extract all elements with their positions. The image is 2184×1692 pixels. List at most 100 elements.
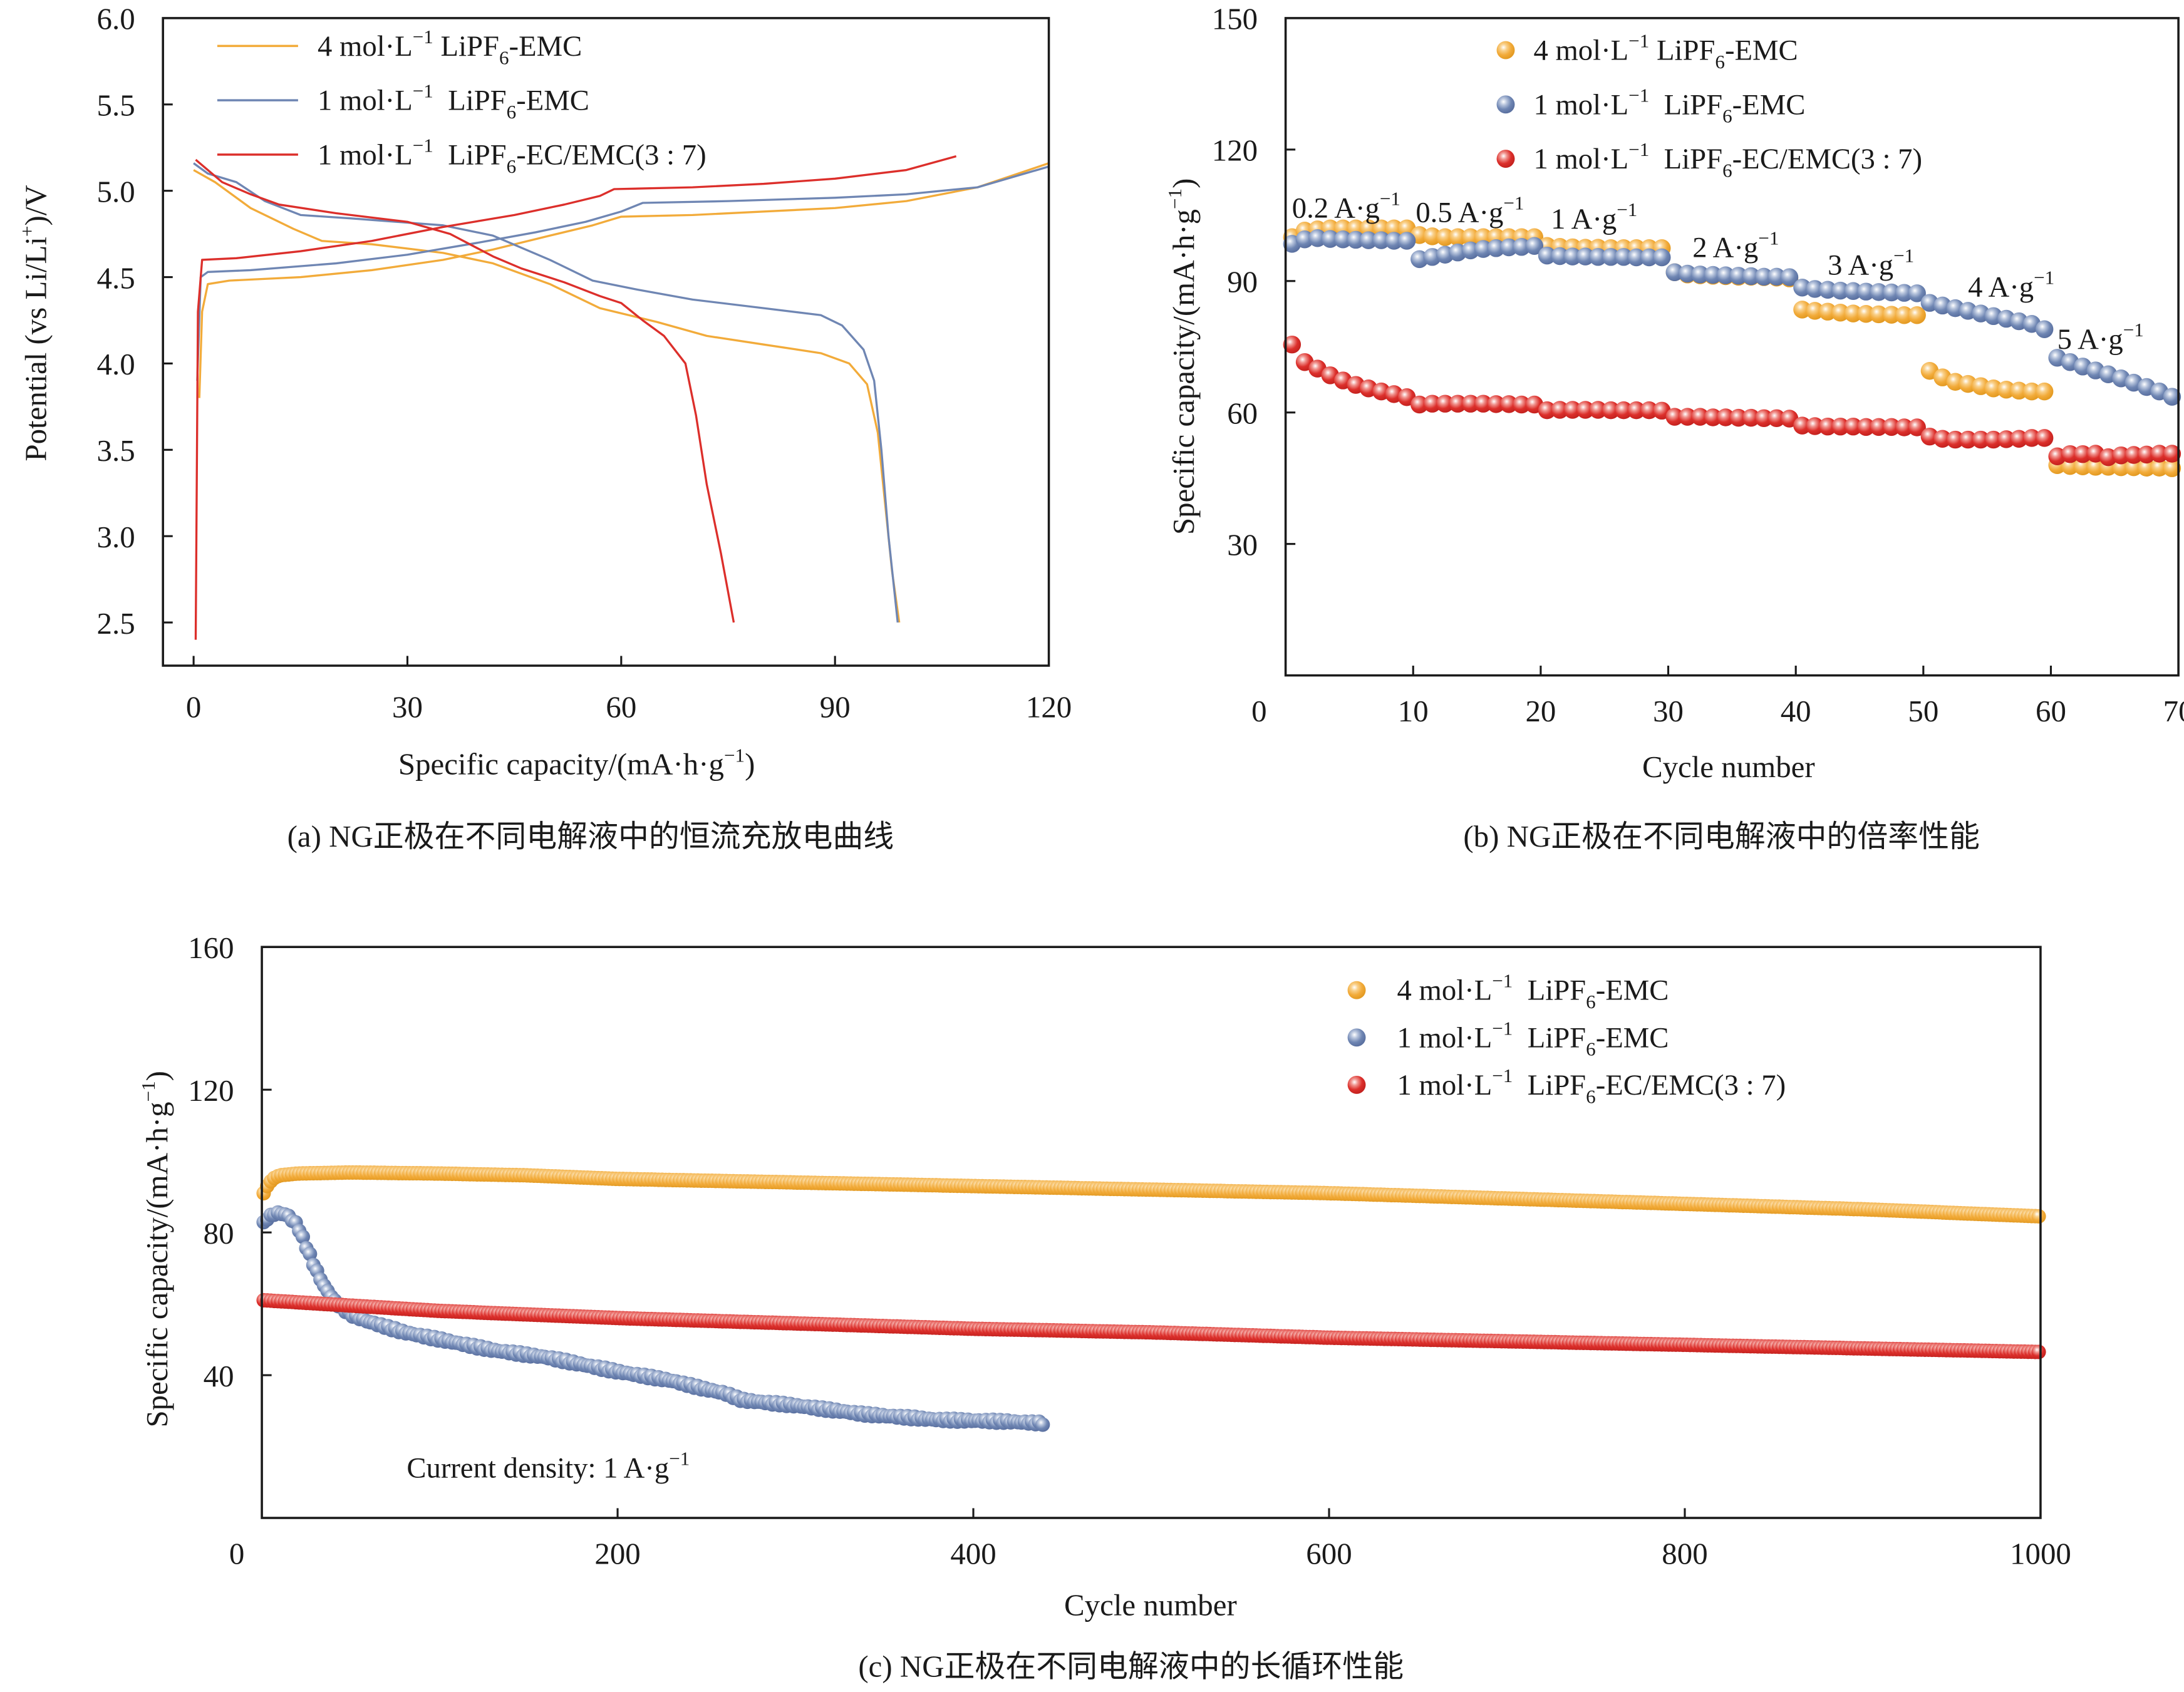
b-point-1M_EMC [1602, 248, 1620, 266]
b-point-4M_EMC [1818, 302, 1837, 321]
b-point-1M_EMC [2035, 320, 2054, 338]
b-y-tick-label: 30 [1227, 527, 1258, 562]
b-rate-annotations: 0.2 A·g−1 0.5 A·g−1 1 A·g−1 2 A·g−1 3 A·g−1 4… [1292, 187, 2144, 356]
b-point-1M_EMC [1640, 248, 1659, 267]
a-y-tick-label: 5.5 [97, 88, 135, 123]
b-point-4M_EMC [1908, 306, 1926, 324]
a-line-4M_EMC-discharge [193, 169, 901, 623]
b-point-1M_ECEMC [2061, 445, 2079, 463]
b-y-tick-label: 150 [1212, 2, 1258, 36]
a-y-tick-label: 3.0 [97, 520, 135, 554]
b-point-1M_ECEMC [1589, 401, 1607, 419]
b-rate-label: 3 A·g−1 [1828, 244, 1914, 281]
b-point-1M_EMC [1780, 268, 1799, 286]
b-y-axis-title: Specific capacity/(mA·h·g−1) [1164, 178, 1201, 535]
c-legend-marker-4M_EMC [1347, 981, 1366, 999]
b-point-1M_ECEMC [1984, 430, 2003, 449]
b-point-1M_ECEMC [1831, 417, 1850, 436]
c-series-4M_EMC [256, 1165, 2046, 1224]
c-x-tick-label: 600 [1306, 1536, 1352, 1571]
a-y-tick-label: 4.0 [97, 347, 135, 381]
b-x-tick-label: 20 [1525, 694, 1556, 728]
c-legend-marker-1M_EMC [1347, 1028, 1366, 1047]
panel-b-rate-performance: 0 10 20 30 40 50 60 70 30 60 90 120 150 0.2 A·g−1 0.5… [1164, 2, 2184, 854]
c-y-axis-title: Specific capacity/(mA·h·g−1) [137, 1071, 174, 1428]
a-y-tick-label: 2.5 [97, 606, 135, 641]
c-point-4M_EMC [2031, 1209, 2046, 1224]
b-point-4M_EMC [1449, 228, 1467, 246]
b-point-4M_EMC [2086, 458, 2105, 476]
b-point-1M_ECEMC [1946, 430, 1965, 449]
b-point-4M_EMC [2022, 382, 2041, 401]
b-point-4M_EMC [1436, 228, 1454, 246]
b-point-1M_ECEMC [1538, 401, 1556, 420]
b-point-4M_EMC [2010, 381, 2028, 400]
b-point-1M_ECEMC [1895, 418, 1913, 436]
b-point-1M_EMC [1397, 232, 1416, 250]
c-points [256, 1165, 2046, 1432]
b-point-1M_ECEMC [1704, 408, 1722, 426]
b-point-1M_EMC [1538, 246, 1556, 265]
b-point-1M_EMC [1627, 248, 1645, 267]
b-y-tick-label: 90 [1227, 265, 1258, 299]
a-y-tick-label: 4.5 [97, 261, 135, 295]
b-point-1M_ECEMC [1449, 395, 1467, 413]
b-point-1M_ECEMC [1640, 401, 1659, 420]
b-x-tick-label: 50 [1908, 694, 1938, 728]
b-point-4M_EMC [1870, 305, 1888, 324]
b-point-1M_ECEMC [1882, 418, 1901, 436]
b-point-4M_EMC [1461, 228, 1480, 246]
b-point-1M_EMC [1359, 231, 1378, 249]
b-legend-marker-1M_ECEMC [1496, 150, 1515, 168]
b-point-1M_EMC [1729, 267, 1747, 285]
b-point-1M_EMC [1513, 238, 1531, 256]
b-point-1M_ECEMC [1487, 395, 1505, 413]
c-y-tick-label: 40 [204, 1359, 234, 1393]
a-x-tick-label: 0 [186, 689, 201, 724]
a-x-tick-label: 120 [1026, 689, 1072, 724]
b-point-4M_EMC [1806, 302, 1824, 320]
b-point-1M_ECEMC [1627, 401, 1645, 420]
b-point-4M_EMC [1984, 379, 2003, 398]
b-x-tick-label: 60 [2036, 694, 2066, 728]
a-y-tick-label: 6.0 [97, 2, 135, 36]
b-point-1M_ECEMC [1576, 401, 1595, 419]
c-series-1M_ECEMC [256, 1292, 2046, 1359]
b-point-1M_ECEMC [2150, 445, 2168, 463]
b-point-1M_ECEMC [2010, 430, 2028, 448]
b-x-axis-title: Cycle number [1642, 750, 1815, 784]
c-point-1M_EMC [1035, 1417, 1050, 1432]
b-point-1M_ECEMC [2163, 445, 2181, 463]
b-legend: 4 mol·L−1 LiPF6-EMC 1 mol·L−1 LiPF6-EMC … [1496, 30, 1922, 181]
b-point-1M_ECEMC [1818, 417, 1837, 436]
c-plot-frame [261, 946, 2042, 1519]
c-y-tick-label: 160 [188, 931, 234, 965]
b-point-1M_ECEMC [2022, 429, 2041, 447]
b-point-1M_ECEMC [2124, 446, 2143, 464]
b-x-tick-label: 10 [1398, 694, 1429, 728]
b-rate-label: 5 A·g−1 [2057, 319, 2144, 356]
b-point-1M_ECEMC [1513, 395, 1531, 414]
c-y-tick-label: 120 [188, 1073, 234, 1108]
b-point-1M_ECEMC [1665, 408, 1684, 426]
c-y-tick-label: 80 [204, 1216, 234, 1251]
b-point-1M_EMC [1767, 267, 1786, 286]
b-point-4M_EMC [2150, 458, 2168, 477]
c-x-tick-label: 800 [1662, 1536, 1707, 1571]
b-caption: (b) NG正极在不同电解液中的倍率性能 [1463, 819, 1980, 854]
b-point-1M_ECEMC [1283, 335, 1302, 354]
b-point-4M_EMC [2163, 459, 2181, 477]
b-point-1M_ECEMC [1691, 408, 1709, 426]
a-line-4M_EMC-charge [198, 162, 1050, 398]
b-y-tick-label: 60 [1227, 396, 1258, 431]
b-point-1M_EMC [1691, 266, 1709, 284]
a-legend-label-4M_EMC: 4 mol·L−1 LiPF6-EMC [318, 26, 582, 68]
b-rate-label: 4 A·g−1 [1968, 266, 2054, 303]
b-y-tick-label: 120 [1212, 133, 1258, 168]
b-x-tick-label: 40 [1781, 694, 1811, 728]
a-y-tick-label: 5.0 [97, 174, 135, 209]
b-point-4M_EMC [1882, 306, 1901, 324]
b-point-4M_EMC [2074, 457, 2092, 476]
c-x-tick-label: 400 [950, 1536, 996, 1571]
b-point-1M_ECEMC [2074, 445, 2092, 463]
